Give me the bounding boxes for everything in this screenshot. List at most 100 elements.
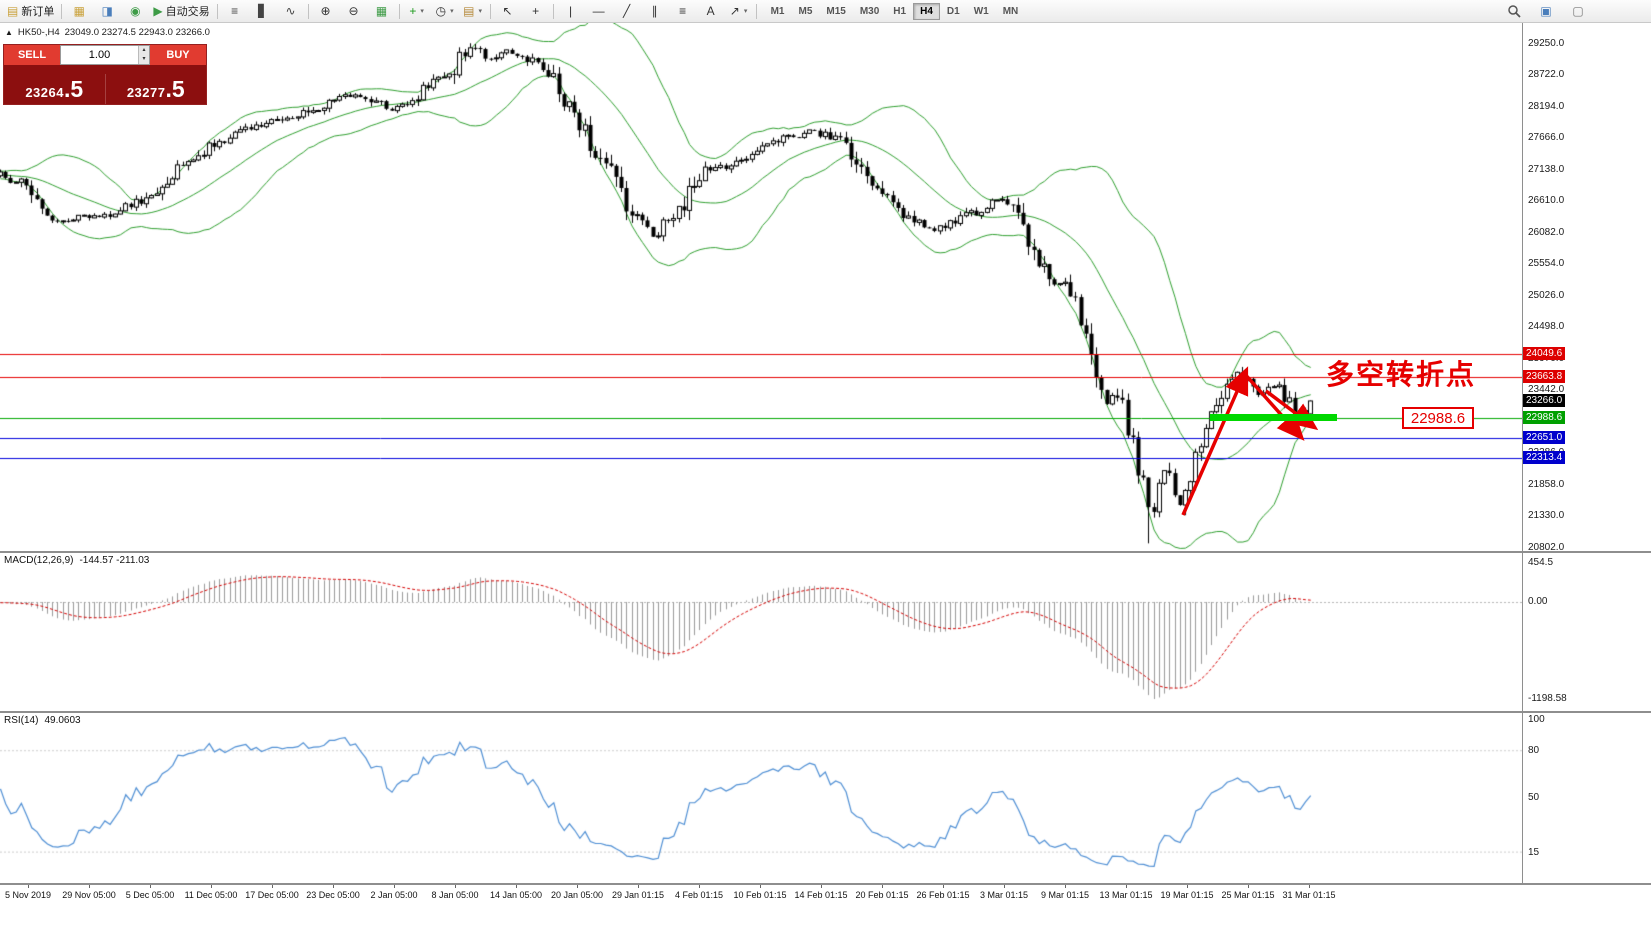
timeframe-m5-button[interactable]: M5 — [798, 5, 813, 17]
price-axis-label: 29250.0 — [1528, 37, 1565, 49]
time-axis-label: 20 Jan 05:00 — [550, 890, 604, 900]
tile-windows-button[interactable]: ▦ — [368, 1, 396, 22]
new-window-icon: ▣ — [1540, 4, 1552, 18]
crosshair-button[interactable]: + — [522, 1, 550, 22]
bar-chart-button[interactable]: ≡ — [221, 1, 249, 22]
refresh-button[interactable]: ◉ — [121, 1, 149, 22]
price-axis-label: 26082.0 — [1528, 226, 1565, 238]
trend-arrows-drawing[interactable] — [0, 23, 1522, 551]
profiles-button[interactable]: ◨ — [93, 1, 121, 22]
rsi-panel-canvas[interactable] — [0, 713, 1522, 883]
search-button[interactable] — [1500, 1, 1528, 22]
time-axis[interactable]: 5 Nov 2019 29 Nov 05:00 5 Dec 05:00 11 Dec … — [0, 885, 1651, 905]
time-tick — [28, 885, 29, 888]
one-click-arrow-icon[interactable]: ▲ — [5, 28, 13, 37]
time-axis-label: 23 Dec 05:00 — [306, 890, 360, 900]
timeframe-w1-button[interactable]: W1 — [973, 5, 989, 17]
timeframe-h4-button[interactable]: H4 — [913, 2, 940, 20]
support-highlight-bar[interactable] — [1210, 414, 1337, 421]
price-axis-label: 21858.0 — [1528, 478, 1565, 490]
time-tick — [1126, 885, 1127, 888]
channel-icon: ∥ — [651, 4, 658, 18]
cascade-windows-button[interactable]: ▢ — [1564, 1, 1592, 22]
volume-decrease-button[interactable]: ▾ — [138, 55, 149, 64]
periods-button[interactable]: ◷ ▾ — [431, 1, 459, 22]
time-tick — [1004, 885, 1005, 888]
channel-button[interactable]: ∥ — [641, 1, 669, 22]
cursor-button[interactable]: ↖ — [494, 1, 522, 22]
cascade-windows-icon: ▢ — [1572, 4, 1584, 18]
price-axis-label: 24498.0 — [1528, 321, 1565, 333]
line-chart-button[interactable]: ∿ — [277, 1, 305, 22]
macd-panel-canvas[interactable] — [0, 553, 1522, 711]
time-axis-label: 17 Dec 05:00 — [245, 890, 299, 900]
macd-axis-label: 454.5 — [1528, 557, 1554, 568]
panel-divider-rsi[interactable] — [0, 711, 1651, 713]
indicators-dropdown-icon[interactable]: ▾ — [420, 8, 424, 15]
trend-arrow[interactable] — [1264, 389, 1319, 431]
price-axis-label: 28194.0 — [1528, 100, 1565, 112]
price-chart-canvas[interactable] — [0, 23, 1522, 551]
time-axis-label: 5 Dec 05:00 — [125, 890, 175, 900]
price-level-label: 24049.6 — [1523, 347, 1566, 361]
horizontal-line-button[interactable]: — — [585, 1, 613, 22]
toolbar-right: ▣ ▢ — [1500, 1, 1592, 22]
new-order-button[interactable]: ▤ 新订单 — [3, 1, 58, 22]
timeframe-mn-button[interactable]: MN — [1002, 5, 1019, 17]
price-tag-label[interactable]: 22988.6 — [1402, 407, 1474, 429]
macd-axis-label: 0.00 — [1528, 596, 1548, 607]
trendline-button[interactable]: ╱ — [613, 1, 641, 22]
chart-text-annotation[interactable]: 多空转折点 — [1326, 359, 1477, 390]
line-chart-icon: ∿ — [285, 4, 296, 18]
volume-spinner: ▴ ▾ — [138, 46, 149, 64]
new-window-button[interactable]: ▣ — [1532, 1, 1560, 22]
time-tick — [516, 885, 517, 888]
price-axis-border — [1522, 23, 1523, 883]
timeframe-m15-button[interactable]: M15 — [826, 5, 846, 17]
shapes-dropdown-icon[interactable]: ▾ — [743, 8, 748, 15]
charts-button[interactable]: ▦ — [65, 1, 93, 22]
text-button[interactable]: A — [697, 1, 725, 22]
fibonacci-button[interactable]: ≡ — [669, 1, 697, 22]
price-axis-label: 28722.0 — [1528, 69, 1565, 81]
price-axis-label: 20802.0 — [1528, 542, 1565, 553]
candlestick-button[interactable]: ▋ — [249, 1, 277, 22]
volume-input[interactable] — [61, 46, 138, 64]
periods-dropdown-icon[interactable]: ▾ — [450, 8, 454, 15]
timeframe-h1-button[interactable]: H1 — [893, 5, 907, 17]
timeframe-m1-button[interactable]: M1 — [770, 5, 785, 17]
timeframe-m30-button[interactable]: M30 — [859, 5, 880, 17]
price-display: 23264.5 23277.5 — [4, 65, 206, 104]
price-axis-label: 27138.0 — [1528, 163, 1565, 175]
crosshair-icon: + — [532, 4, 540, 18]
templates-dropdown-icon[interactable]: ▾ — [478, 8, 482, 15]
time-axis-label: 31 Mar 01:15 — [1282, 890, 1336, 900]
rsi-axis-label: 80 — [1528, 745, 1540, 756]
chart-window[interactable]: ▲ HK50-,H4 23049.0 23274.5 22943.0 23266… — [0, 23, 1651, 944]
time-tick — [333, 885, 334, 888]
macd-axis-label: -1198.58 — [1528, 693, 1567, 704]
time-axis-label: 29 Jan 01:15 — [611, 890, 665, 900]
trend-arrow[interactable] — [1241, 370, 1305, 441]
zoom-out-button[interactable]: ⊖ — [340, 1, 368, 22]
indicators-button[interactable]: + ▾ — [403, 1, 431, 22]
auto-trading-button[interactable]: ▶ 自动交易 — [149, 1, 213, 22]
fibonacci-icon: ≡ — [679, 4, 687, 18]
search-icon — [1508, 5, 1521, 18]
timeframe-d1-button[interactable]: D1 — [946, 5, 960, 17]
volume-increase-button[interactable]: ▴ — [138, 46, 149, 55]
panel-divider-macd[interactable] — [0, 551, 1651, 553]
trend-arrow[interactable] — [1181, 366, 1249, 516]
time-axis-label: 11 Dec 05:00 — [184, 890, 238, 900]
toolbar-buttons: ▤ 新订单 ▦ ◨ ◉ ▶ 自动交易 ≡ ▋ ∿ ⊕ ⊖ ▦ + ▾ ◷ ▾ ▤ ▾ ↖ + | — ╱ ∥ ≡ A ↗ ▾ — [3, 1, 753, 22]
templates-button[interactable]: ▤ ▾ — [459, 1, 487, 22]
sell-button[interactable]: SELL — [4, 45, 60, 65]
buy-button[interactable]: BUY — [150, 45, 206, 65]
shapes-button[interactable]: ↗ ▾ — [725, 1, 753, 22]
timeframe-buttons: M1 M5 M15 M30 H1 H4 D1 W1 MN — [764, 2, 1026, 20]
vertical-line-button[interactable]: | — [557, 1, 585, 22]
zoom-out-icon: ⊖ — [348, 4, 359, 18]
zoom-in-button[interactable]: ⊕ — [312, 1, 340, 22]
time-tick — [638, 885, 639, 888]
time-axis-label: 10 Feb 01:15 — [733, 890, 787, 900]
